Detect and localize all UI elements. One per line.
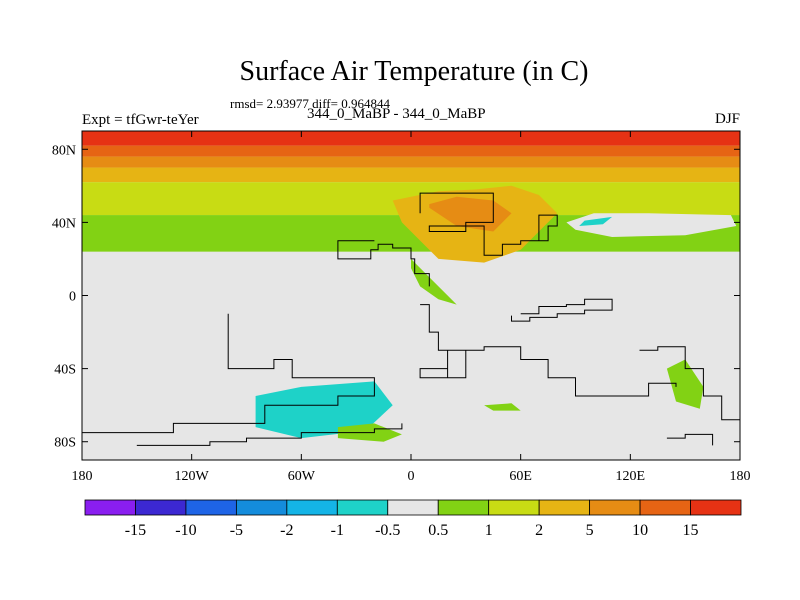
coastline-south-america bbox=[82, 313, 375, 434]
x-tick-label: 120E bbox=[616, 469, 646, 484]
coastline-eurasia bbox=[419, 192, 558, 256]
colorbar-swatch bbox=[84, 499, 136, 516]
colorbar-label: -15 bbox=[125, 522, 146, 539]
experiment-label: Expt = tfGwr-teYer bbox=[82, 112, 199, 128]
zonal-band-0 bbox=[82, 131, 740, 146]
colorbar-swatch bbox=[336, 499, 389, 516]
coastline-antarctica-shelf bbox=[136, 423, 403, 446]
y-tick-label: 0 bbox=[69, 290, 76, 305]
zonal-band-1 bbox=[82, 145, 740, 157]
x-tick-label: 60E bbox=[509, 469, 532, 484]
colorbar-label: -2 bbox=[280, 522, 293, 539]
colorbar-swatch bbox=[235, 499, 288, 516]
colorbar-label: 10 bbox=[632, 522, 648, 539]
colorbar-label: 5 bbox=[586, 522, 594, 539]
coastline-equatorial-island bbox=[511, 298, 613, 322]
region-africa-green bbox=[411, 258, 457, 305]
region-indian-green bbox=[484, 403, 521, 411]
chart-subtitle: 344_0_MaBP - 344_0_MaBP bbox=[307, 106, 486, 122]
x-tick-label: 0 bbox=[408, 469, 415, 484]
colorbar-swatch bbox=[690, 499, 742, 516]
region-siberia-teal bbox=[579, 216, 613, 226]
y-tick-label: 80S bbox=[54, 436, 76, 451]
colorbar-label: -10 bbox=[175, 522, 196, 539]
colorbar-label: 2 bbox=[535, 522, 543, 539]
y-tick-label: 40S bbox=[54, 363, 76, 378]
map-axes: 180 120W 60W 0 60E 120E 180 80N 40N 0 40S 80S bbox=[52, 131, 751, 484]
y-tick-label: 40N bbox=[52, 216, 76, 231]
colorbar-swatch bbox=[488, 499, 540, 516]
region-pacific-green bbox=[666, 359, 704, 409]
coastline-antarctic-peninsula bbox=[666, 433, 714, 446]
colorbar-swatch bbox=[639, 499, 691, 516]
colorbar-swatch bbox=[589, 499, 641, 516]
coastline-pacific-ridge bbox=[639, 346, 740, 428]
colorbar-swatch bbox=[538, 499, 591, 516]
chart-title: Surface Air Temperature (in C) bbox=[239, 56, 589, 87]
colorbar-label: 15 bbox=[683, 522, 699, 539]
coastline-africa-south bbox=[419, 304, 677, 397]
zonal-band-2 bbox=[82, 156, 740, 168]
colorbar-swatch bbox=[135, 499, 187, 516]
season-label: DJF bbox=[714, 111, 740, 127]
colorbar-swatch bbox=[286, 499, 338, 516]
map-field bbox=[82, 131, 740, 460]
zonal-band-3 bbox=[82, 167, 740, 183]
stats-text: rmsd= 2.93977 diff= 0.964844 bbox=[230, 96, 390, 111]
x-tick-label: 120W bbox=[175, 469, 210, 484]
colorbar-label: 0.5 bbox=[428, 522, 448, 539]
colorbar-label: -0.5 bbox=[375, 522, 400, 539]
colorbar-swatch bbox=[437, 499, 490, 516]
colorbar-label: -1 bbox=[331, 522, 344, 539]
colorbar-swatch bbox=[387, 499, 439, 516]
y-tick-label: 80N bbox=[52, 143, 76, 158]
colorbar-swatch bbox=[185, 499, 237, 516]
x-tick-label: 180 bbox=[72, 469, 93, 484]
colorbar: -15 -10 -5 -2 -1 -0.5 0.5 1 2 5 10 15 bbox=[84, 499, 742, 539]
colorbar-label: -5 bbox=[230, 522, 243, 539]
coastline-north-america bbox=[337, 240, 430, 287]
x-tick-label: 180 bbox=[730, 469, 751, 484]
coastlines bbox=[82, 192, 740, 446]
colorbar-label: 1 bbox=[485, 522, 493, 539]
x-tick-label: 60W bbox=[288, 469, 316, 484]
